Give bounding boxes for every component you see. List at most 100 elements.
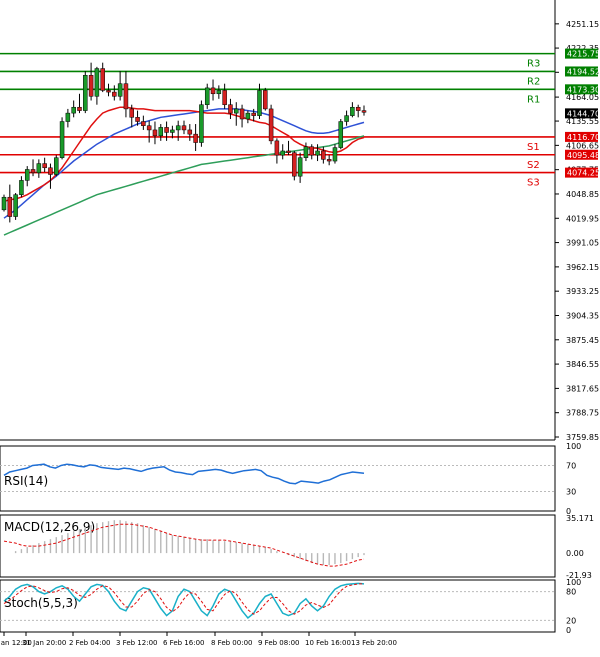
candle [350, 102, 355, 118]
candle [117, 71, 123, 101]
y-tick-label: 4251.15 [566, 20, 599, 29]
candle [59, 117, 65, 160]
macd-panel [0, 514, 556, 578]
candle [222, 83, 227, 109]
level-price-tag-bg [565, 131, 598, 142]
candle-body [30, 169, 36, 174]
candle-body [59, 121, 65, 158]
level-price-tag: 4173.30 [567, 85, 600, 94]
candle-body [1, 196, 7, 211]
y-tick-label: 4106.65 [566, 141, 599, 150]
y-tick-label: 4135.55 [566, 117, 599, 126]
candle-body [234, 108, 239, 114]
candle [123, 71, 129, 118]
candle [303, 142, 309, 162]
rsi-y-tick: 30 [566, 488, 576, 497]
candle [65, 108, 71, 128]
stoch-y-tick: 20 [566, 616, 576, 625]
candle [135, 110, 140, 126]
x-tick-label: 8 Feb 00:00 [211, 639, 252, 647]
candle [106, 83, 111, 97]
candle-body [361, 110, 367, 113]
candle-body [321, 150, 326, 160]
y-tick-label: 3904.35 [566, 311, 599, 320]
candle-body [117, 83, 123, 97]
candle-body [24, 169, 30, 181]
current-price-label: 4144.70 [567, 109, 600, 118]
y-tick-label: 3962.15 [566, 263, 599, 272]
candle [175, 120, 181, 141]
candle-body [280, 150, 285, 156]
level-price-tag: 4074.25 [567, 169, 600, 178]
candle [274, 138, 280, 164]
y-tick-label: 3875.45 [566, 336, 599, 345]
y-tick-label: 3759.85 [566, 433, 599, 442]
y-tick-label: 4019.95 [566, 214, 599, 223]
candle [170, 125, 175, 139]
candle [13, 193, 18, 220]
candle [19, 176, 24, 198]
candle [1, 194, 7, 212]
candle [216, 85, 222, 99]
candle [24, 166, 30, 187]
candle [204, 83, 210, 109]
candle-body [13, 194, 18, 217]
candle-body [129, 108, 134, 118]
y-tick-label: 3933.25 [566, 287, 599, 296]
candle [141, 115, 146, 130]
candle-body [158, 127, 164, 137]
level-label-s3: S3 [527, 178, 540, 189]
candle-body [210, 87, 216, 95]
candle [280, 144, 285, 160]
candle-body [175, 125, 181, 131]
stoch-panel [0, 579, 556, 633]
candle [286, 140, 291, 156]
stoch-y-tick: 0 [566, 626, 571, 635]
candle [129, 104, 134, 128]
candle-body [71, 106, 76, 114]
candle [158, 124, 164, 141]
candle-body [100, 68, 105, 91]
candle-body [309, 146, 314, 156]
candle [257, 83, 262, 120]
current-price-tag-bg [565, 108, 598, 119]
rsi-y-tick: 100 [566, 442, 581, 451]
candle [199, 100, 204, 147]
candle-body [170, 129, 175, 133]
x-tick-label: 2 Feb 04:00 [69, 639, 110, 647]
candle [30, 159, 36, 177]
candle-body [36, 163, 42, 174]
candle [321, 146, 326, 164]
candle-body [245, 112, 251, 120]
candle [88, 62, 94, 101]
candle-body [193, 133, 198, 143]
level-price-tag-bg [565, 167, 598, 178]
candle [210, 79, 216, 101]
candle [100, 62, 105, 93]
candle-body [112, 91, 117, 97]
rsi-title: RSI(14) [4, 474, 48, 488]
candle-body [315, 150, 320, 156]
candle [263, 87, 268, 111]
candle [309, 144, 314, 160]
x-tick-label: 10 Feb 16:00 [305, 639, 351, 647]
candle-body [123, 83, 129, 110]
candle [48, 163, 53, 189]
candle [187, 124, 193, 141]
candle-body [146, 125, 152, 131]
candle-body [42, 163, 47, 169]
macd-title: MACD(12,26,9) [4, 520, 95, 534]
candle [326, 155, 332, 166]
candle-body [181, 125, 187, 131]
candle-body [355, 106, 361, 111]
candle [94, 66, 100, 105]
ma-fast-line [3, 106, 365, 203]
candle-body [263, 90, 268, 110]
candle-body [286, 150, 291, 153]
candle-body [228, 104, 233, 114]
candle-body [222, 90, 227, 105]
macd-signal-line [3, 523, 365, 567]
level-price-tag: 4116.70 [567, 133, 600, 142]
